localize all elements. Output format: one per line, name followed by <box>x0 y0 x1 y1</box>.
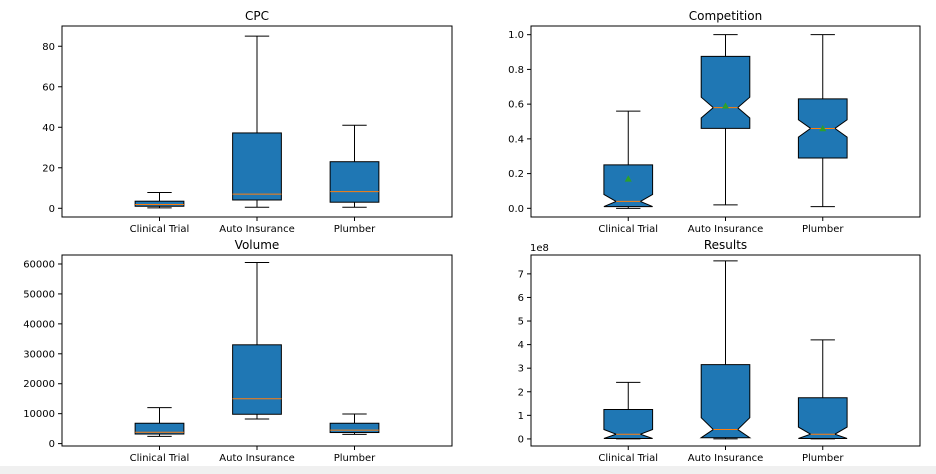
y-tick-label: 6 <box>518 293 524 304</box>
chart-title: CPC <box>245 9 269 23</box>
x-tick-label: Plumber <box>802 453 844 464</box>
box-2 <box>329 413 380 435</box>
box-1 <box>232 35 282 208</box>
box-body <box>329 161 380 203</box>
y-tick-label: 0.4 <box>508 134 524 145</box>
y-tick-label: 30000 <box>23 349 55 360</box>
y-tick-label: 20000 <box>23 379 55 390</box>
box-2 <box>797 34 848 208</box>
box-1 <box>700 34 751 206</box>
x-tick-label: Clinical Trial <box>598 453 658 464</box>
axes-frame <box>61 25 453 218</box>
y-tick-label: 0.8 <box>508 65 524 76</box>
y-tick-label: 4 <box>518 340 524 351</box>
y-tick-label: 10000 <box>23 409 55 420</box>
box-body <box>134 422 185 435</box>
axes-frame <box>61 254 453 447</box>
x-tick-label: Auto Insurance <box>219 224 294 235</box>
x-tick-label: Clinical Trial <box>130 453 190 464</box>
box-0 <box>134 407 185 437</box>
x-tick-label: Plumber <box>802 224 844 235</box>
box-body <box>699 364 752 439</box>
box-1 <box>232 261 282 420</box>
chart-title: Competition <box>689 9 762 23</box>
chart-title: Volume <box>235 238 280 252</box>
box-body <box>603 409 654 439</box>
mean-marker <box>722 102 729 109</box>
box-body <box>134 200 185 207</box>
box-body <box>232 132 282 201</box>
y-tick-label: 3 <box>518 364 524 375</box>
box-body <box>700 55 751 129</box>
y-tick-label: 1 <box>518 411 524 422</box>
y-tick-label: 60 <box>42 82 55 93</box>
mean-marker <box>819 124 827 132</box>
box-1 <box>699 260 752 440</box>
y-tick-label: 80 <box>42 42 55 53</box>
x-tick-label: Plumber <box>334 453 376 464</box>
mean-marker <box>624 175 632 182</box>
axis-offset-text: 1e8 <box>530 243 549 254</box>
y-tick-label: 7 <box>518 269 524 280</box>
y-tick-label: 40000 <box>23 319 55 330</box>
x-tick-label: Auto Insurance <box>219 453 294 464</box>
box-body <box>329 422 380 434</box>
x-tick-label: Plumber <box>334 224 376 235</box>
y-tick-label: 60000 <box>23 259 55 270</box>
box-2 <box>797 339 848 440</box>
y-tick-label: 2 <box>518 387 524 398</box>
box-body <box>797 397 848 439</box>
subplot-3: Volume 0 10000 20000 30000 40000 50000 60000 Cli… <box>23 238 453 464</box>
x-tick-label: Auto Insurance <box>688 224 763 235</box>
y-tick-label: 0 <box>49 439 55 450</box>
y-tick-label: 0.6 <box>508 100 524 111</box>
x-tick-label: Clinical Trial <box>130 224 190 235</box>
x-tick-label: Auto Insurance <box>688 453 763 464</box>
y-tick-label: 5 <box>518 317 524 328</box>
chart-title: Results <box>704 238 747 252</box>
y-tick-label: 0.0 <box>508 204 524 215</box>
subplot-4: Results 1e8 0 1 2 3 4 5 6 7 Clinical Trial Auto Ins… <box>518 238 921 464</box>
box-0 <box>603 110 654 209</box>
y-tick-label: 0.2 <box>508 169 524 180</box>
y-tick-label: 50000 <box>23 289 55 300</box>
y-tick-label: 0 <box>518 434 524 445</box>
y-tick-label: 40 <box>42 123 55 134</box>
subplot-1: CPC 0 20 40 60 80 Clinical Trial Auto Insurance… <box>42 9 453 235</box>
y-tick-label: 20 <box>42 163 55 174</box>
subplot-2: Competition 0.0 0.2 0.4 0.6 0.8 1.0 Clinical Tr… <box>508 9 921 235</box>
box-2 <box>329 124 380 208</box>
box-0 <box>603 381 654 440</box>
y-tick-label: 0 <box>49 204 55 215</box>
window-bottom-strip <box>0 466 936 474</box>
x-tick-label: Clinical Trial <box>598 224 658 235</box>
box-0 <box>134 191 185 209</box>
box-body <box>603 164 654 208</box>
axes-frame <box>530 25 921 218</box>
y-tick-label: 1.0 <box>508 30 524 41</box>
box-body <box>232 344 282 415</box>
axes-frame <box>530 254 921 447</box>
